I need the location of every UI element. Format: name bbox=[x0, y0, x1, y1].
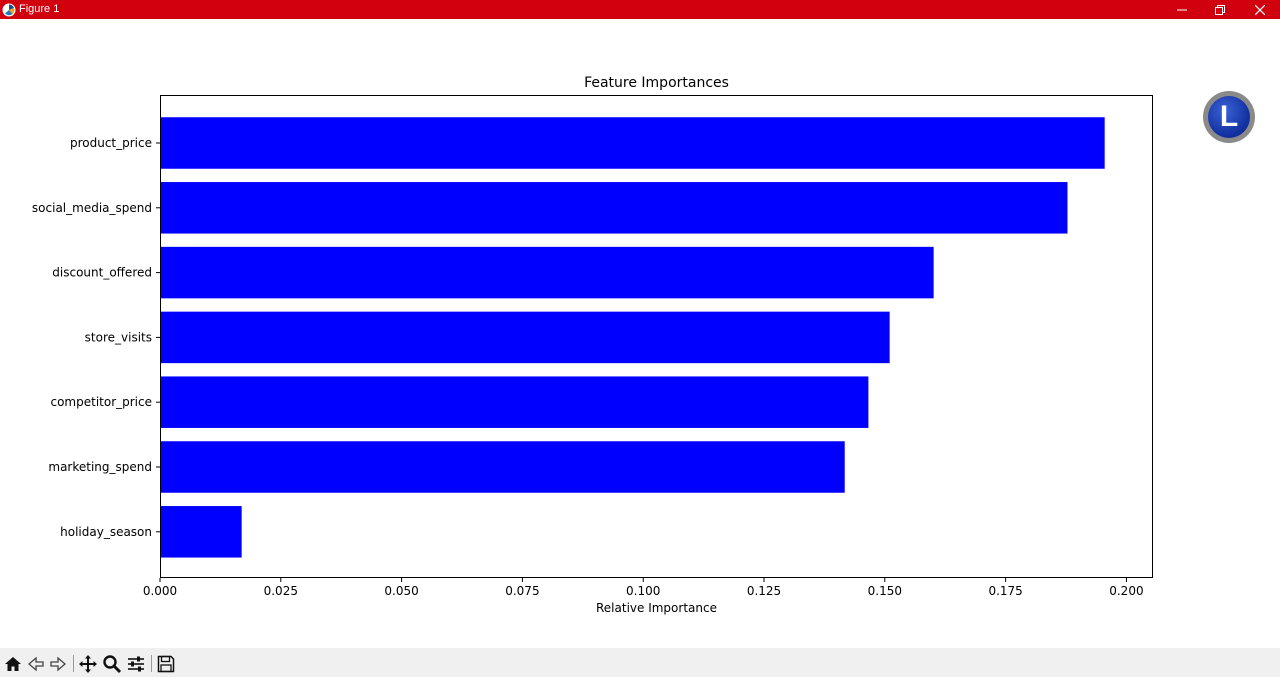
pan-icon bbox=[79, 655, 97, 673]
forward-arrow-icon bbox=[50, 656, 66, 672]
minimize-button[interactable] bbox=[1162, 0, 1202, 19]
y-tick-label: product_price bbox=[70, 136, 152, 150]
bar-store_visits bbox=[160, 311, 890, 364]
y-tick-label: competitor_price bbox=[50, 395, 152, 409]
forward-button[interactable] bbox=[47, 653, 69, 675]
back-arrow-icon bbox=[28, 656, 44, 672]
pan-button[interactable] bbox=[77, 653, 99, 675]
bar-marketing_spend bbox=[160, 441, 845, 493]
axes-frame bbox=[160, 95, 1153, 578]
zoom-icon bbox=[103, 655, 122, 674]
restore-button[interactable] bbox=[1200, 0, 1240, 19]
window-title: Figure 1 bbox=[19, 3, 60, 15]
bar-holiday_season bbox=[160, 506, 242, 558]
avatar[interactable]: L bbox=[1203, 91, 1255, 143]
x-axis-label: Relative Importance bbox=[596, 601, 717, 615]
home-icon bbox=[5, 657, 21, 671]
x-tick-label: 0.175 bbox=[988, 584, 1022, 598]
window-titlebar: Figure 1 bbox=[0, 0, 1280, 19]
y-tick-label: marketing_spend bbox=[48, 460, 152, 474]
x-tick-label: 0.050 bbox=[384, 584, 418, 598]
x-tick-label: 0.025 bbox=[264, 584, 298, 598]
configure-subplots-button[interactable] bbox=[125, 653, 147, 675]
x-tick-label: 0.125 bbox=[747, 584, 781, 598]
y-tick-label: discount_offered bbox=[52, 266, 152, 280]
y-tick-label: holiday_season bbox=[60, 525, 152, 539]
figure-canvas[interactable]: product_price social_media_spend discount_… bbox=[0, 19, 1280, 648]
configure-subplots-icon bbox=[128, 656, 144, 672]
x-tick-label: 0.000 bbox=[143, 584, 177, 598]
y-tick-label: store_visits bbox=[85, 330, 152, 344]
bar-social_media_spend bbox=[160, 182, 1068, 234]
close-button[interactable] bbox=[1240, 0, 1280, 19]
x-tick-label: 0.150 bbox=[868, 584, 902, 598]
bar-discount_offered bbox=[160, 246, 934, 299]
save-button[interactable] bbox=[155, 653, 177, 675]
bar-chart: product_price social_media_spend discount_… bbox=[32, 75, 1153, 615]
back-button[interactable] bbox=[25, 653, 47, 675]
toolbar-separator bbox=[73, 655, 74, 672]
navigation-toolbar bbox=[0, 648, 1280, 677]
y-tick-label: social_media_spend bbox=[32, 201, 152, 215]
zoom-button[interactable] bbox=[101, 653, 123, 675]
toolbar-separator bbox=[151, 655, 152, 672]
bar-competitor_price bbox=[160, 376, 869, 428]
chart-title: Feature Importances bbox=[584, 75, 729, 91]
bar-product_price bbox=[160, 117, 1105, 169]
x-tick-label: 0.100 bbox=[626, 584, 660, 598]
home-button[interactable] bbox=[2, 653, 24, 675]
x-tick-label: 0.200 bbox=[1109, 584, 1143, 598]
matplotlib-app-icon bbox=[2, 2, 16, 17]
avatar-letter: L bbox=[1208, 96, 1250, 138]
x-tick-label: 0.075 bbox=[505, 584, 539, 598]
save-icon bbox=[157, 655, 175, 673]
